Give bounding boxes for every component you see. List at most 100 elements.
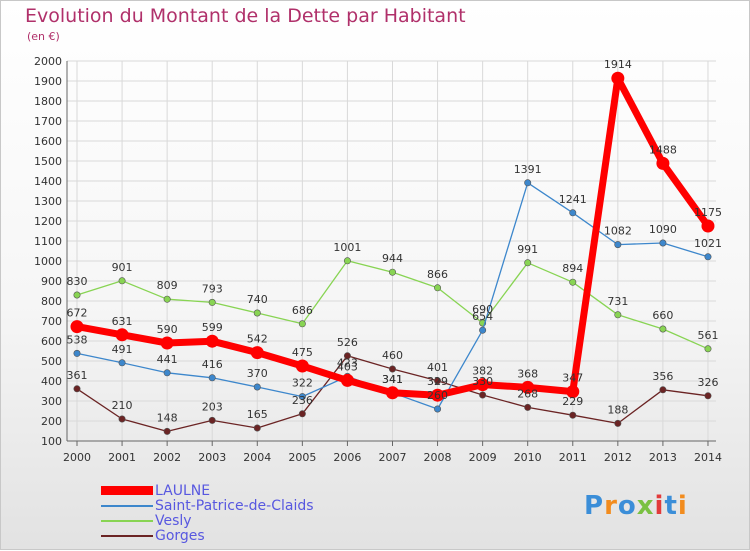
data-label-saint-patrice-de-claids: 1090 — [649, 223, 677, 236]
y-tick-label: 1600 — [34, 135, 62, 148]
data-point-gorges — [569, 411, 577, 419]
x-tick-label: 2007 — [378, 451, 406, 464]
x-tick-label: 2009 — [469, 451, 497, 464]
data-point-vesly — [434, 284, 442, 292]
data-point-saint-patrice-de-claids — [73, 349, 81, 357]
data-point-vesly — [73, 291, 81, 299]
data-label-vesly: 740 — [247, 293, 268, 306]
data-label-laulne: 347 — [562, 372, 583, 385]
x-tick-label: 2008 — [424, 451, 452, 464]
data-point-laulne — [566, 385, 580, 399]
logo-letter: r — [604, 491, 618, 521]
data-point-vesly — [163, 295, 171, 303]
data-point-vesly — [253, 309, 261, 317]
logo-letter: i — [654, 491, 665, 521]
data-label-gorges: 165 — [247, 408, 268, 421]
data-label-vesly: 561 — [697, 329, 718, 342]
data-point-gorges — [479, 391, 487, 399]
logo-letter: o — [617, 491, 637, 521]
data-point-gorges — [298, 410, 306, 418]
data-label-laulne: 341 — [382, 373, 403, 386]
data-label-laulne: 403 — [337, 360, 358, 373]
data-label-laulne: 542 — [247, 333, 268, 346]
data-point-laulne — [431, 388, 445, 402]
data-label-laulne: 475 — [292, 346, 313, 359]
data-point-gorges — [659, 386, 667, 394]
data-label-vesly: 686 — [292, 304, 313, 317]
y-tick-label: 1100 — [34, 235, 62, 248]
y-tick-label: 300 — [41, 395, 62, 408]
data-label-saint-patrice-de-claids: 538 — [67, 333, 88, 346]
data-point-saint-patrice-de-claids — [524, 179, 532, 187]
data-point-vesly — [704, 345, 712, 353]
legend-swatch-laulne — [101, 486, 153, 495]
y-tick-label: 1900 — [34, 75, 62, 88]
y-tick-label: 900 — [41, 275, 62, 288]
data-label-gorges: 148 — [157, 411, 178, 424]
data-label-vesly: 660 — [652, 309, 673, 322]
data-label-gorges: 460 — [382, 349, 403, 362]
data-point-laulne — [295, 359, 309, 373]
x-tick-label: 2004 — [243, 451, 271, 464]
data-point-saint-patrice-de-claids — [479, 326, 487, 334]
data-point-laulne — [160, 336, 174, 350]
data-label-saint-patrice-de-claids: 322 — [292, 377, 313, 390]
data-point-vesly — [659, 325, 667, 333]
y-tick-label: 500 — [41, 355, 62, 368]
data-point-saint-patrice-de-claids — [298, 393, 306, 401]
data-point-gorges — [704, 392, 712, 400]
x-tick-label: 2013 — [649, 451, 677, 464]
data-point-laulne — [115, 328, 129, 342]
data-label-vesly: 690 — [472, 303, 493, 316]
data-point-gorges — [73, 385, 81, 393]
data-point-laulne — [205, 334, 219, 348]
data-label-gorges: 361 — [67, 369, 88, 382]
data-label-gorges: 330 — [472, 375, 493, 388]
y-tick-label: 1500 — [34, 155, 62, 168]
data-point-saint-patrice-de-claids — [163, 369, 171, 377]
data-label-saint-patrice-de-claids: 654 — [472, 310, 493, 323]
data-label-vesly: 991 — [517, 243, 538, 256]
data-label-vesly: 809 — [157, 279, 178, 292]
data-point-laulne — [701, 219, 715, 233]
data-label-gorges: 401 — [427, 361, 448, 374]
y-tick-label: 1000 — [34, 255, 62, 268]
data-point-gorges — [434, 377, 442, 385]
data-point-vesly — [524, 259, 532, 267]
legend-swatch-vesly — [101, 520, 153, 522]
data-label-gorges: 326 — [697, 376, 718, 389]
data-label-saint-patrice-de-claids: 370 — [247, 367, 268, 380]
data-point-gorges — [343, 352, 351, 360]
data-point-saint-patrice-de-claids — [704, 253, 712, 261]
data-point-laulne — [250, 346, 264, 360]
data-label-saint-patrice-de-claids: 416 — [202, 358, 223, 371]
data-point-gorges — [118, 415, 126, 423]
data-point-vesly — [208, 298, 216, 306]
data-point-saint-patrice-de-claids — [434, 405, 442, 413]
data-point-saint-patrice-de-claids — [569, 209, 577, 217]
legend-swatch-saint-patrice — [101, 505, 153, 507]
data-label-laulne: 631 — [112, 315, 133, 328]
data-point-gorges — [208, 416, 216, 424]
data-point-vesly — [388, 268, 396, 276]
data-point-gorges — [614, 419, 622, 427]
data-point-laulne — [385, 386, 399, 400]
data-label-vesly: 793 — [202, 282, 223, 295]
x-tick-label: 2006 — [333, 451, 361, 464]
legend-label-gorges: Gorges — [155, 528, 205, 544]
data-label-vesly: 944 — [382, 252, 403, 265]
data-point-gorges — [524, 403, 532, 411]
data-label-vesly: 894 — [562, 262, 583, 275]
data-label-vesly: 901 — [112, 261, 133, 274]
y-tick-label: 800 — [41, 295, 62, 308]
x-tick-label: 2001 — [108, 451, 136, 464]
data-label-vesly: 830 — [67, 275, 88, 288]
data-label-gorges: 188 — [607, 403, 628, 416]
data-labels: 672 631 590 599 542 475 403 341 329 382 368 347 1914… — [67, 58, 722, 424]
data-point-gorges — [253, 424, 261, 432]
data-label-gorges: 210 — [112, 399, 133, 412]
data-label-saint-patrice-de-claids: 423 — [337, 356, 358, 369]
data-label-saint-patrice-de-claids: 441 — [157, 353, 178, 366]
logo-letter: P — [584, 491, 605, 521]
